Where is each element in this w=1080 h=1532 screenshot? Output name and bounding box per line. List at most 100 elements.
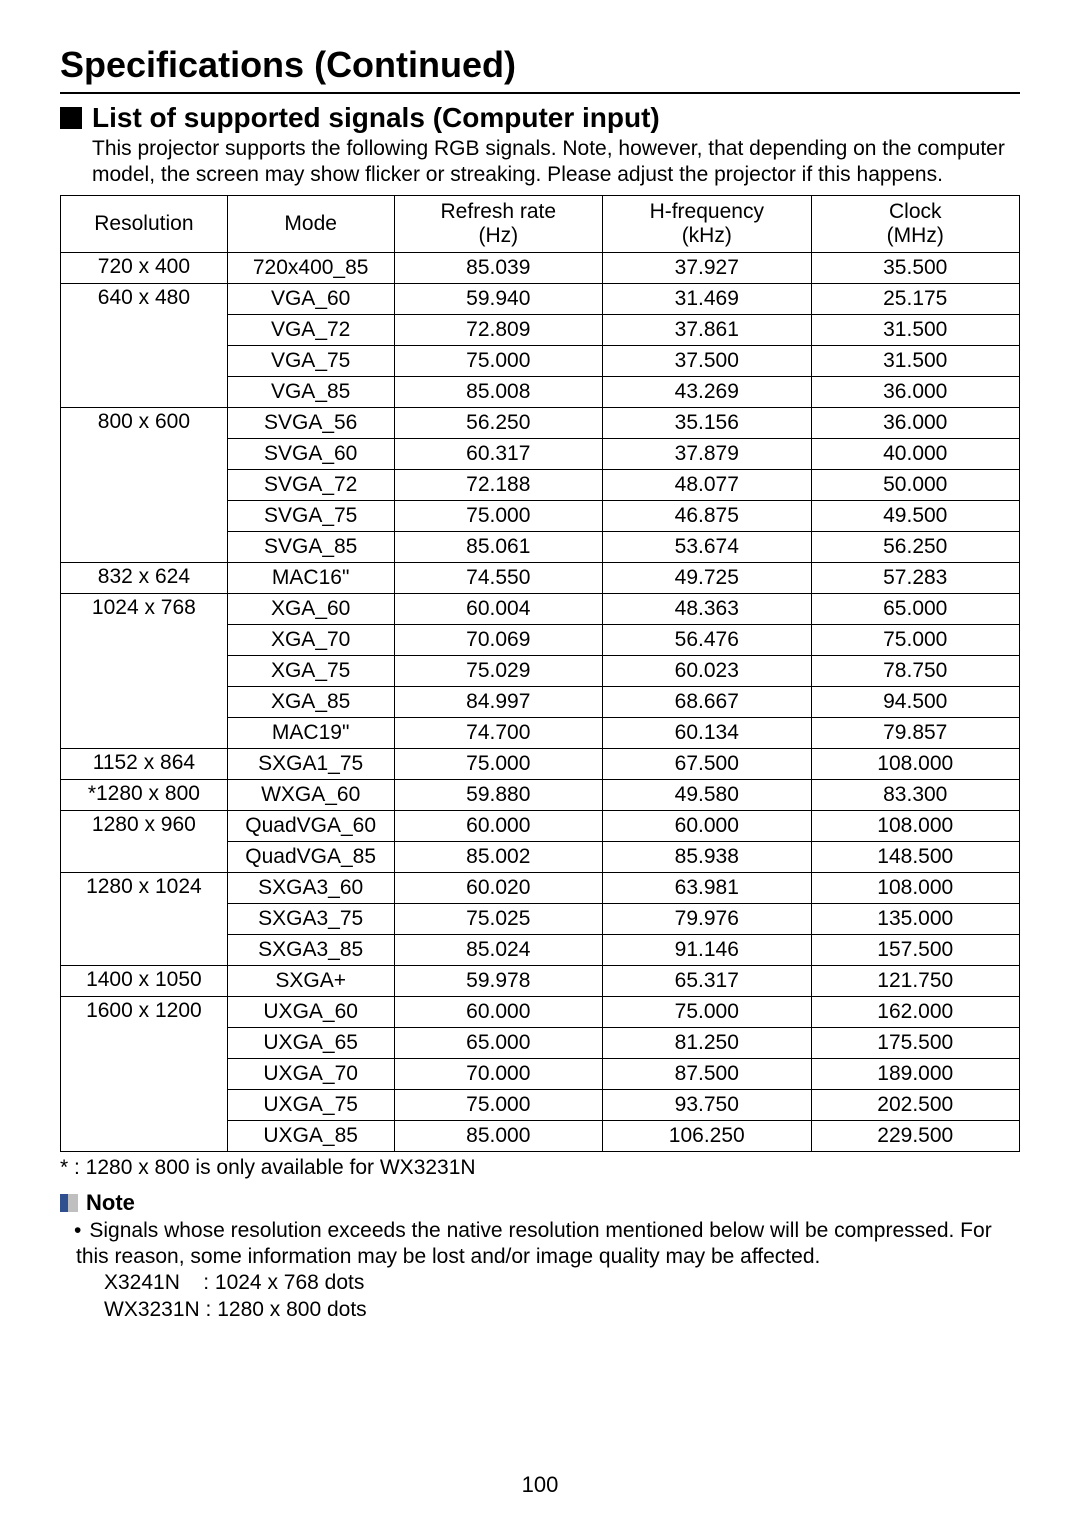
cell-resolution: 1400 x 1050 xyxy=(61,965,228,996)
cell-refresh: 75.025 xyxy=(394,903,602,934)
bullet-dot-icon: • xyxy=(74,1218,81,1244)
cell-mode: QuadVGA_85 xyxy=(227,841,394,872)
cell-clock: 31.500 xyxy=(811,345,1020,376)
cell-refresh: 75.000 xyxy=(394,500,602,531)
cell-hfreq: 37.861 xyxy=(603,314,811,345)
cell-resolution: 832 x 624 xyxy=(61,562,228,593)
cell-resolution: 800 x 600 xyxy=(61,407,228,562)
cell-mode: VGA_60 xyxy=(227,283,394,314)
table-header-row: ResolutionModeRefresh rate(Hz)H-frequenc… xyxy=(61,195,1020,252)
table-column-header: Clock(MHz) xyxy=(811,195,1020,252)
cell-hfreq: 37.500 xyxy=(603,345,811,376)
table-row: *1280 x 800WXGA_6059.88049.58083.300 xyxy=(61,779,1020,810)
note-model-line: WX3231N : 1280 x 800 dots xyxy=(104,1297,1020,1323)
cell-refresh: 74.700 xyxy=(394,717,602,748)
cell-hfreq: 35.156 xyxy=(603,407,811,438)
cell-resolution: 1280 x 960 xyxy=(61,810,228,872)
cell-mode: SXGA1_75 xyxy=(227,748,394,779)
cell-mode: SXGA3_75 xyxy=(227,903,394,934)
table-row: 640 x 480VGA_6059.94031.46925.175 xyxy=(61,283,1020,314)
cell-mode: XGA_85 xyxy=(227,686,394,717)
cell-clock: 40.000 xyxy=(811,438,1020,469)
cell-hfreq: 106.250 xyxy=(603,1120,811,1151)
table-row: 832 x 624MAC16"74.55049.72557.283 xyxy=(61,562,1020,593)
title-rule xyxy=(60,92,1020,94)
square-bullet-icon xyxy=(60,107,82,129)
cell-refresh: 85.002 xyxy=(394,841,602,872)
cell-refresh: 84.997 xyxy=(394,686,602,717)
cell-mode: SVGA_75 xyxy=(227,500,394,531)
cell-resolution: 640 x 480 xyxy=(61,283,228,407)
cell-mode: UXGA_60 xyxy=(227,996,394,1027)
cell-hfreq: 79.976 xyxy=(603,903,811,934)
cell-clock: 148.500 xyxy=(811,841,1020,872)
table-column-header: Mode xyxy=(227,195,394,252)
note-body: • Signals whose resolution exceeds the n… xyxy=(76,1218,1020,1323)
cell-refresh: 85.000 xyxy=(394,1120,602,1151)
cell-mode: UXGA_70 xyxy=(227,1058,394,1089)
cell-mode: UXGA_85 xyxy=(227,1120,394,1151)
cell-refresh: 72.188 xyxy=(394,469,602,500)
table-column-header: Resolution xyxy=(61,195,228,252)
cell-refresh: 75.000 xyxy=(394,748,602,779)
table-row: 1400 x 1050SXGA+59.97865.317121.750 xyxy=(61,965,1020,996)
table-column-header: Refresh rate(Hz) xyxy=(394,195,602,252)
cell-hfreq: 85.938 xyxy=(603,841,811,872)
cell-resolution: 1280 x 1024 xyxy=(61,872,228,965)
cell-refresh: 59.880 xyxy=(394,779,602,810)
cell-mode: VGA_75 xyxy=(227,345,394,376)
cell-clock: 36.000 xyxy=(811,376,1020,407)
note-heading: Note xyxy=(60,1190,1020,1216)
cell-hfreq: 49.580 xyxy=(603,779,811,810)
cell-clock: 189.000 xyxy=(811,1058,1020,1089)
cell-resolution: 1600 x 1200 xyxy=(61,996,228,1151)
cell-refresh: 60.317 xyxy=(394,438,602,469)
cell-mode: XGA_70 xyxy=(227,624,394,655)
cell-hfreq: 37.879 xyxy=(603,438,811,469)
cell-mode: SXGA+ xyxy=(227,965,394,996)
cell-hfreq: 67.500 xyxy=(603,748,811,779)
cell-refresh: 85.024 xyxy=(394,934,602,965)
cell-clock: 94.500 xyxy=(811,686,1020,717)
cell-mode: SXGA3_60 xyxy=(227,872,394,903)
cell-clock: 49.500 xyxy=(811,500,1020,531)
cell-clock: 31.500 xyxy=(811,314,1020,345)
cell-refresh: 60.000 xyxy=(394,996,602,1027)
cell-clock: 229.500 xyxy=(811,1120,1020,1151)
cell-hfreq: 93.750 xyxy=(603,1089,811,1120)
table-row: 1024 x 768XGA_6060.00448.36365.000 xyxy=(61,593,1020,624)
cell-hfreq: 31.469 xyxy=(603,283,811,314)
cell-clock: 175.500 xyxy=(811,1027,1020,1058)
cell-mode: SVGA_60 xyxy=(227,438,394,469)
cell-clock: 35.500 xyxy=(811,252,1020,283)
cell-refresh: 60.004 xyxy=(394,593,602,624)
cell-hfreq: 60.023 xyxy=(603,655,811,686)
cell-refresh: 85.039 xyxy=(394,252,602,283)
cell-hfreq: 46.875 xyxy=(603,500,811,531)
section-heading-text: List of supported signals (Computer inpu… xyxy=(92,102,660,134)
cell-clock: 75.000 xyxy=(811,624,1020,655)
cell-clock: 79.857 xyxy=(811,717,1020,748)
cell-clock: 57.283 xyxy=(811,562,1020,593)
cell-mode: XGA_60 xyxy=(227,593,394,624)
cell-resolution: *1280 x 800 xyxy=(61,779,228,810)
cell-mode: SVGA_85 xyxy=(227,531,394,562)
cell-mode: MAC19" xyxy=(227,717,394,748)
page-title: Specifications (Continued) xyxy=(60,44,1020,86)
cell-clock: 135.000 xyxy=(811,903,1020,934)
cell-mode: VGA_72 xyxy=(227,314,394,345)
cell-refresh: 60.000 xyxy=(394,810,602,841)
cell-mode: 720x400_85 xyxy=(227,252,394,283)
cell-clock: 108.000 xyxy=(811,810,1020,841)
cell-clock: 202.500 xyxy=(811,1089,1020,1120)
cell-mode: XGA_75 xyxy=(227,655,394,686)
cell-clock: 78.750 xyxy=(811,655,1020,686)
cell-refresh: 70.000 xyxy=(394,1058,602,1089)
cell-mode: SXGA3_85 xyxy=(227,934,394,965)
cell-mode: SVGA_56 xyxy=(227,407,394,438)
cell-clock: 36.000 xyxy=(811,407,1020,438)
cell-clock: 83.300 xyxy=(811,779,1020,810)
cell-mode: UXGA_75 xyxy=(227,1089,394,1120)
table-row: 1152 x 864SXGA1_7575.00067.500108.000 xyxy=(61,748,1020,779)
cell-refresh: 65.000 xyxy=(394,1027,602,1058)
